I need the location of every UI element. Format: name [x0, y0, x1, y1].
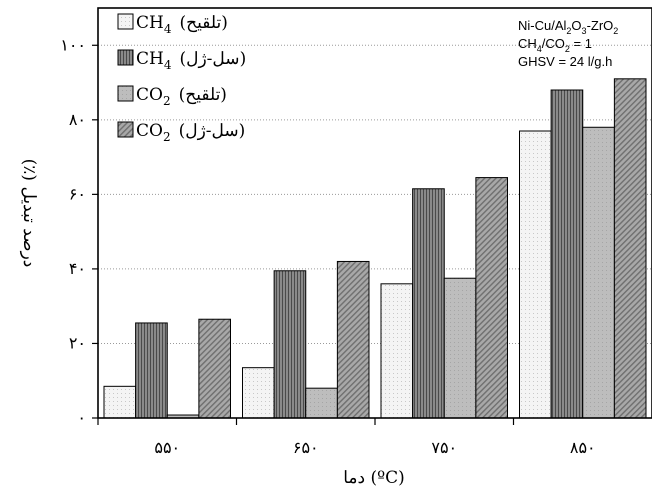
legend-gas: CH [136, 49, 164, 69]
y-tick-label: ۱۰۰ [60, 35, 86, 54]
legend-method: (تلقیح) [179, 85, 227, 105]
bars-group [103, 78, 647, 419]
x-tick-label: ۷۵۰ [431, 438, 457, 457]
bar-4-2 [336, 260, 370, 419]
legend-gas: CO [136, 121, 163, 141]
bar-1-2 [242, 367, 275, 419]
bar-2-4 [550, 89, 584, 419]
legend-swatch [117, 13, 134, 30]
annotation-ratio: CH4/CO2 = 1 [518, 36, 592, 54]
legend-swatch [117, 85, 134, 102]
bar-3-2 [305, 387, 338, 419]
legend-method: (تلقیح) [179, 13, 227, 33]
bar-4-3 [475, 177, 508, 419]
bar-3-3 [443, 277, 477, 419]
legend: CH4 (تلقیح)CH4 (سل-ژل)CO2 (تلقیح)CO2 (سل-ژل) [117, 13, 246, 144]
y-tick-label: ۶۰ [69, 184, 86, 203]
y-tick-label: ۰ [77, 408, 86, 427]
y-tick-label: ۸۰ [69, 110, 86, 129]
legend-method: (سل-ژل) [179, 121, 246, 141]
legend-subscript: 2 [163, 94, 171, 108]
y-tick-label: ۴۰ [69, 259, 86, 278]
bar-2-2 [273, 270, 307, 419]
bar-1-3 [380, 283, 414, 419]
x-axis-ticks: ۵۵۰ ۶۵۰ ۷۵۰ ۸۵۰ [97, 418, 596, 457]
legend-entry: CO2 (سل-ژل) [136, 121, 245, 144]
x-tick-label: ۸۵۰ [570, 438, 596, 457]
bar-3-4 [582, 126, 615, 419]
x-axis-title: دما (ºC) [343, 468, 405, 488]
bar-2-1 [135, 322, 168, 419]
annotation-ghsv: GHSV = 24 l/g.h [518, 54, 612, 69]
legend-gas: CH [136, 13, 164, 33]
legend-method: (سل-ژل) [179, 49, 246, 69]
legend-entry: CH4 (تلقیح) [136, 13, 228, 36]
annotation-catalyst: Ni-Cu/Al2O3-ZrO2 [518, 18, 618, 36]
bar-4-4 [613, 78, 647, 419]
legend-entry: CO2 (تلقیح) [136, 85, 227, 108]
legend-subscript: 2 [163, 130, 171, 144]
y-axis-ticks: ۰ ۲۰ ۴۰ ۶۰ ۸۰ ۱۰۰ [60, 35, 98, 427]
grid-lines [98, 44, 652, 344]
legend-subscript: 4 [164, 22, 172, 36]
x-tick-label: ۵۵۰ [154, 438, 180, 457]
legend-entry: CH4 (سل-ژل) [136, 49, 246, 72]
legend-swatch [117, 49, 134, 66]
y-axis-title: درصد تبدیل (٪) [19, 159, 39, 268]
x-tick-label: ۶۵۰ [293, 438, 319, 457]
bar-1-4 [519, 130, 552, 419]
legend-swatch [117, 121, 134, 138]
bar-1-1 [103, 385, 137, 419]
annotation-box: Ni-Cu/Al2O3-ZrO2 CH4/CO2 = 1 GHSV = 24 l… [518, 18, 618, 69]
bar-2-3 [412, 188, 445, 419]
bar-4-1 [198, 318, 231, 419]
y-tick-label: ۲۰ [69, 333, 86, 352]
legend-subscript: 4 [164, 58, 172, 72]
legend-gas: CO [136, 85, 163, 105]
